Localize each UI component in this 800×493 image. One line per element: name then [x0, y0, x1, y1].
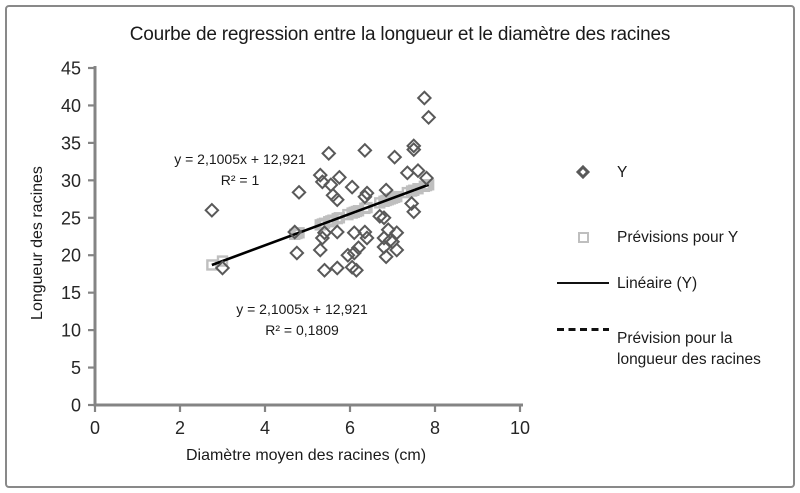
svg-text:40: 40 [61, 96, 81, 116]
prediction-squares [206, 179, 435, 271]
dashed-line-icon [557, 328, 609, 331]
regression-annotation-top: y = 2,1005x + 12,921 R² = 1 [155, 149, 325, 191]
svg-text:20: 20 [61, 246, 81, 266]
svg-text:45: 45 [61, 59, 81, 79]
legend-label: Linéaire (Y) [617, 274, 698, 292]
svg-text:6: 6 [345, 418, 355, 438]
legend-label: Prévisions pour Y [617, 228, 739, 246]
legend-item-prevision-ligne: Prévision pour la longueur des racines [557, 328, 761, 370]
svg-text:35: 35 [61, 133, 81, 153]
x-axis-title: Diamètre moyen des racines (cm) [185, 447, 427, 464]
svg-text:8: 8 [430, 418, 440, 438]
y-axis-title: Longueur des racines [29, 166, 46, 320]
regression-r2: R² = 1 [220, 172, 260, 188]
scatter-diamonds [204, 90, 437, 278]
svg-text:30: 30 [61, 171, 81, 191]
svg-text:10: 10 [61, 321, 81, 341]
regression-equation: y = 2,1005x + 12,921 [236, 301, 368, 317]
regression-r2: R² = 0,1809 [265, 322, 339, 338]
legend-item-y: Y [557, 162, 627, 182]
legend-item-previsions: Prévisions pour Y [557, 227, 738, 247]
axis-ticks-and-labels: 0 5 10 15 20 25 30 35 40 45 0 2 4 6 8 10 [61, 59, 530, 439]
svg-text:10: 10 [510, 418, 530, 438]
legend-item-lineaire: Linéaire (Y) [557, 273, 697, 293]
diamond-marker-icon [557, 164, 609, 180]
regression-annotation-bottom: y = 2,1005x + 12,921 R² = 0,1809 [217, 299, 387, 341]
square-marker-icon [557, 231, 609, 243]
svg-text:25: 25 [61, 208, 81, 228]
regression-equation: y = 2,1005x + 12,921 [174, 151, 306, 167]
svg-text:5: 5 [71, 358, 81, 378]
svg-text:4: 4 [260, 418, 270, 438]
chart-title: Courbe de regression entre la longueur e… [129, 24, 671, 45]
legend-label: Y [617, 163, 628, 181]
svg-text:0: 0 [90, 418, 100, 438]
legend-label: Prévision pour la longueur des racines [617, 330, 761, 368]
trendline [211, 183, 430, 267]
chart-border [5, 5, 795, 488]
solid-line-icon [557, 281, 609, 285]
svg-text:15: 15 [61, 283, 81, 303]
svg-text:2: 2 [175, 418, 185, 438]
axes [93, 66, 523, 407]
svg-text:0: 0 [71, 396, 81, 416]
